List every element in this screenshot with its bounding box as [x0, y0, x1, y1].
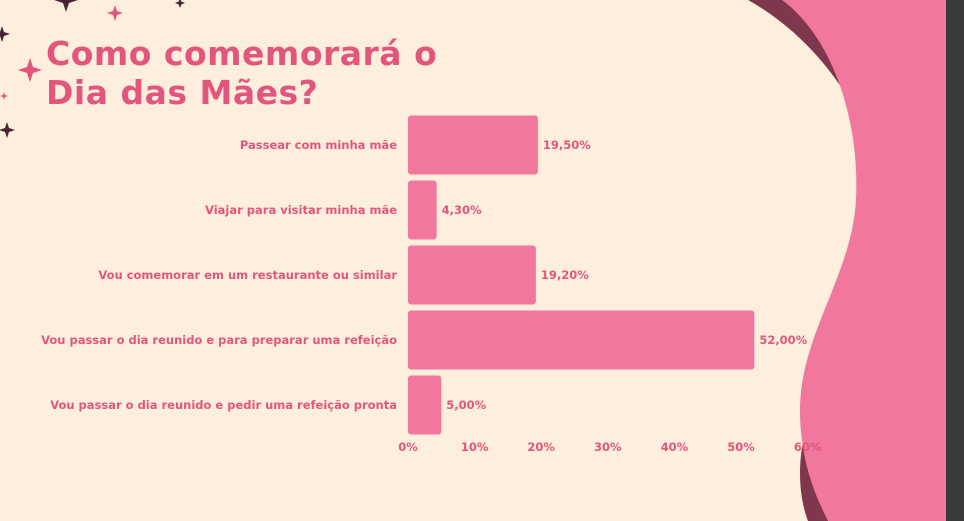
bar [408, 115, 538, 175]
bar [408, 180, 437, 240]
category-label: Vou comemorar em um restaurante ou simil… [98, 268, 397, 282]
x-tick-label: 20% [527, 440, 555, 454]
sparkle-icon [0, 26, 10, 42]
sparkle-icon [0, 92, 8, 100]
value-label: 4,30% [442, 203, 482, 217]
sparkle-icon [0, 122, 15, 138]
title-line-2: Dia das Mães? [46, 73, 319, 112]
x-tick-label: 60% [794, 440, 822, 454]
x-tick-label: 40% [661, 440, 689, 454]
sparkle-icon [175, 0, 185, 8]
x-tick-label: 30% [594, 440, 622, 454]
value-label: 5,00% [446, 398, 486, 412]
value-label: 19,50% [543, 138, 591, 152]
category-label: Vou passar o dia reunido e pedir uma ref… [50, 398, 397, 412]
title-line-1: Como comemorará o [46, 34, 438, 73]
sparkle-icon [107, 5, 123, 21]
chart-title: Como comemorará o Dia das Mães? [46, 34, 437, 112]
category-label: Vou passar o dia reunido e para preparar… [41, 333, 397, 347]
category-label: Viajar para visitar minha mãe [205, 203, 397, 217]
value-label: 52,00% [759, 333, 807, 347]
bar [408, 375, 442, 435]
sparkle-icon [54, 0, 78, 12]
bar [408, 310, 755, 370]
bar [408, 245, 536, 305]
right-edge-strip [946, 0, 964, 521]
wave-pink-shape [782, 0, 964, 521]
x-tick-label: 10% [461, 440, 489, 454]
x-tick-label: 0% [398, 440, 418, 454]
category-label: Passear com minha mãe [240, 138, 397, 152]
value-label: 19,20% [541, 268, 589, 282]
x-tick-label: 50% [727, 440, 755, 454]
sparkle-icon [18, 58, 42, 82]
